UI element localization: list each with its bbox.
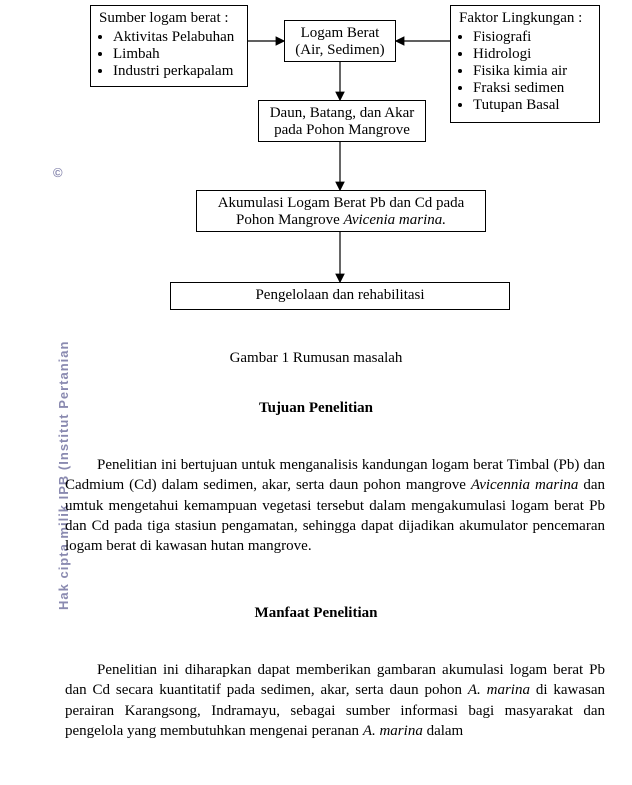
box-faktor-title: Faktor Lingkungan : <box>459 10 591 27</box>
list-item: Tutupan Basal <box>473 97 591 114</box>
box-pengelolaan-text: Pengelolaan dan rehabilitasi <box>255 287 424 303</box>
list-item: Fisika kimia air <box>473 63 591 80</box>
box-daun-line1: Daun, Batang, dan Akar <box>267 105 417 122</box>
box-daun-batang-akar: Daun, Batang, dan Akar pada Pohon Mangro… <box>258 100 426 142</box>
list-item: Hidrologi <box>473 46 591 63</box>
heading-manfaat: Manfaat Penelitian <box>0 605 632 622</box>
box-faktor-lingkungan: Faktor Lingkungan : FisiografiHidrologiF… <box>450 5 600 123</box>
box-akumulasi: Akumulasi Logam Berat Pb dan Cd pada Poh… <box>196 190 486 232</box>
flowchart: Sumber logam berat : Aktivitas Pelabuhan… <box>0 0 632 345</box>
box-sumber-title: Sumber logam berat : <box>99 10 239 27</box>
box-akumulasi-line2b: Avicenia marina. <box>344 212 446 228</box>
paragraph-manfaat: Penelitian ini diharapkan dapat memberik… <box>65 660 605 741</box>
box-logam-line2: (Air, Sedimen) <box>293 42 387 59</box>
box-akumulasi-line1: Akumulasi Logam Berat Pb dan Cd pada <box>205 195 477 212</box>
list-item: Industri perkapalam <box>113 63 239 80</box>
box-akumulasi-line2a: Pohon Mangrove <box>236 212 344 228</box>
box-sumber-logam-berat: Sumber logam berat : Aktivitas Pelabuhan… <box>90 5 248 87</box>
list-item: Fraksi sedimen <box>473 80 591 97</box>
box-logam-berat: Logam Berat (Air, Sedimen) <box>284 20 396 62</box>
list-item: Fisiografi <box>473 29 591 46</box>
list-item: Aktivitas Pelabuhan <box>113 29 239 46</box>
box-akumulasi-line2: Pohon Mangrove Avicenia marina. <box>205 212 477 229</box>
box-faktor-list: FisiografiHidrologiFisika kimia airFraks… <box>459 29 591 114</box>
heading-tujuan: Tujuan Penelitian <box>0 400 632 417</box>
box-pengelolaan: Pengelolaan dan rehabilitasi <box>170 282 510 310</box>
paragraph-tujuan: Penelitian ini bertujuan untuk menganali… <box>65 455 605 556</box>
box-daun-line2: pada Pohon Mangrove <box>267 122 417 139</box>
box-logam-line1: Logam Berat <box>293 25 387 42</box>
list-item: Limbah <box>113 46 239 63</box>
figure-caption: Gambar 1 Rumusan masalah <box>0 350 632 367</box>
box-sumber-list: Aktivitas PelabuhanLimbahIndustri perkap… <box>99 29 239 80</box>
